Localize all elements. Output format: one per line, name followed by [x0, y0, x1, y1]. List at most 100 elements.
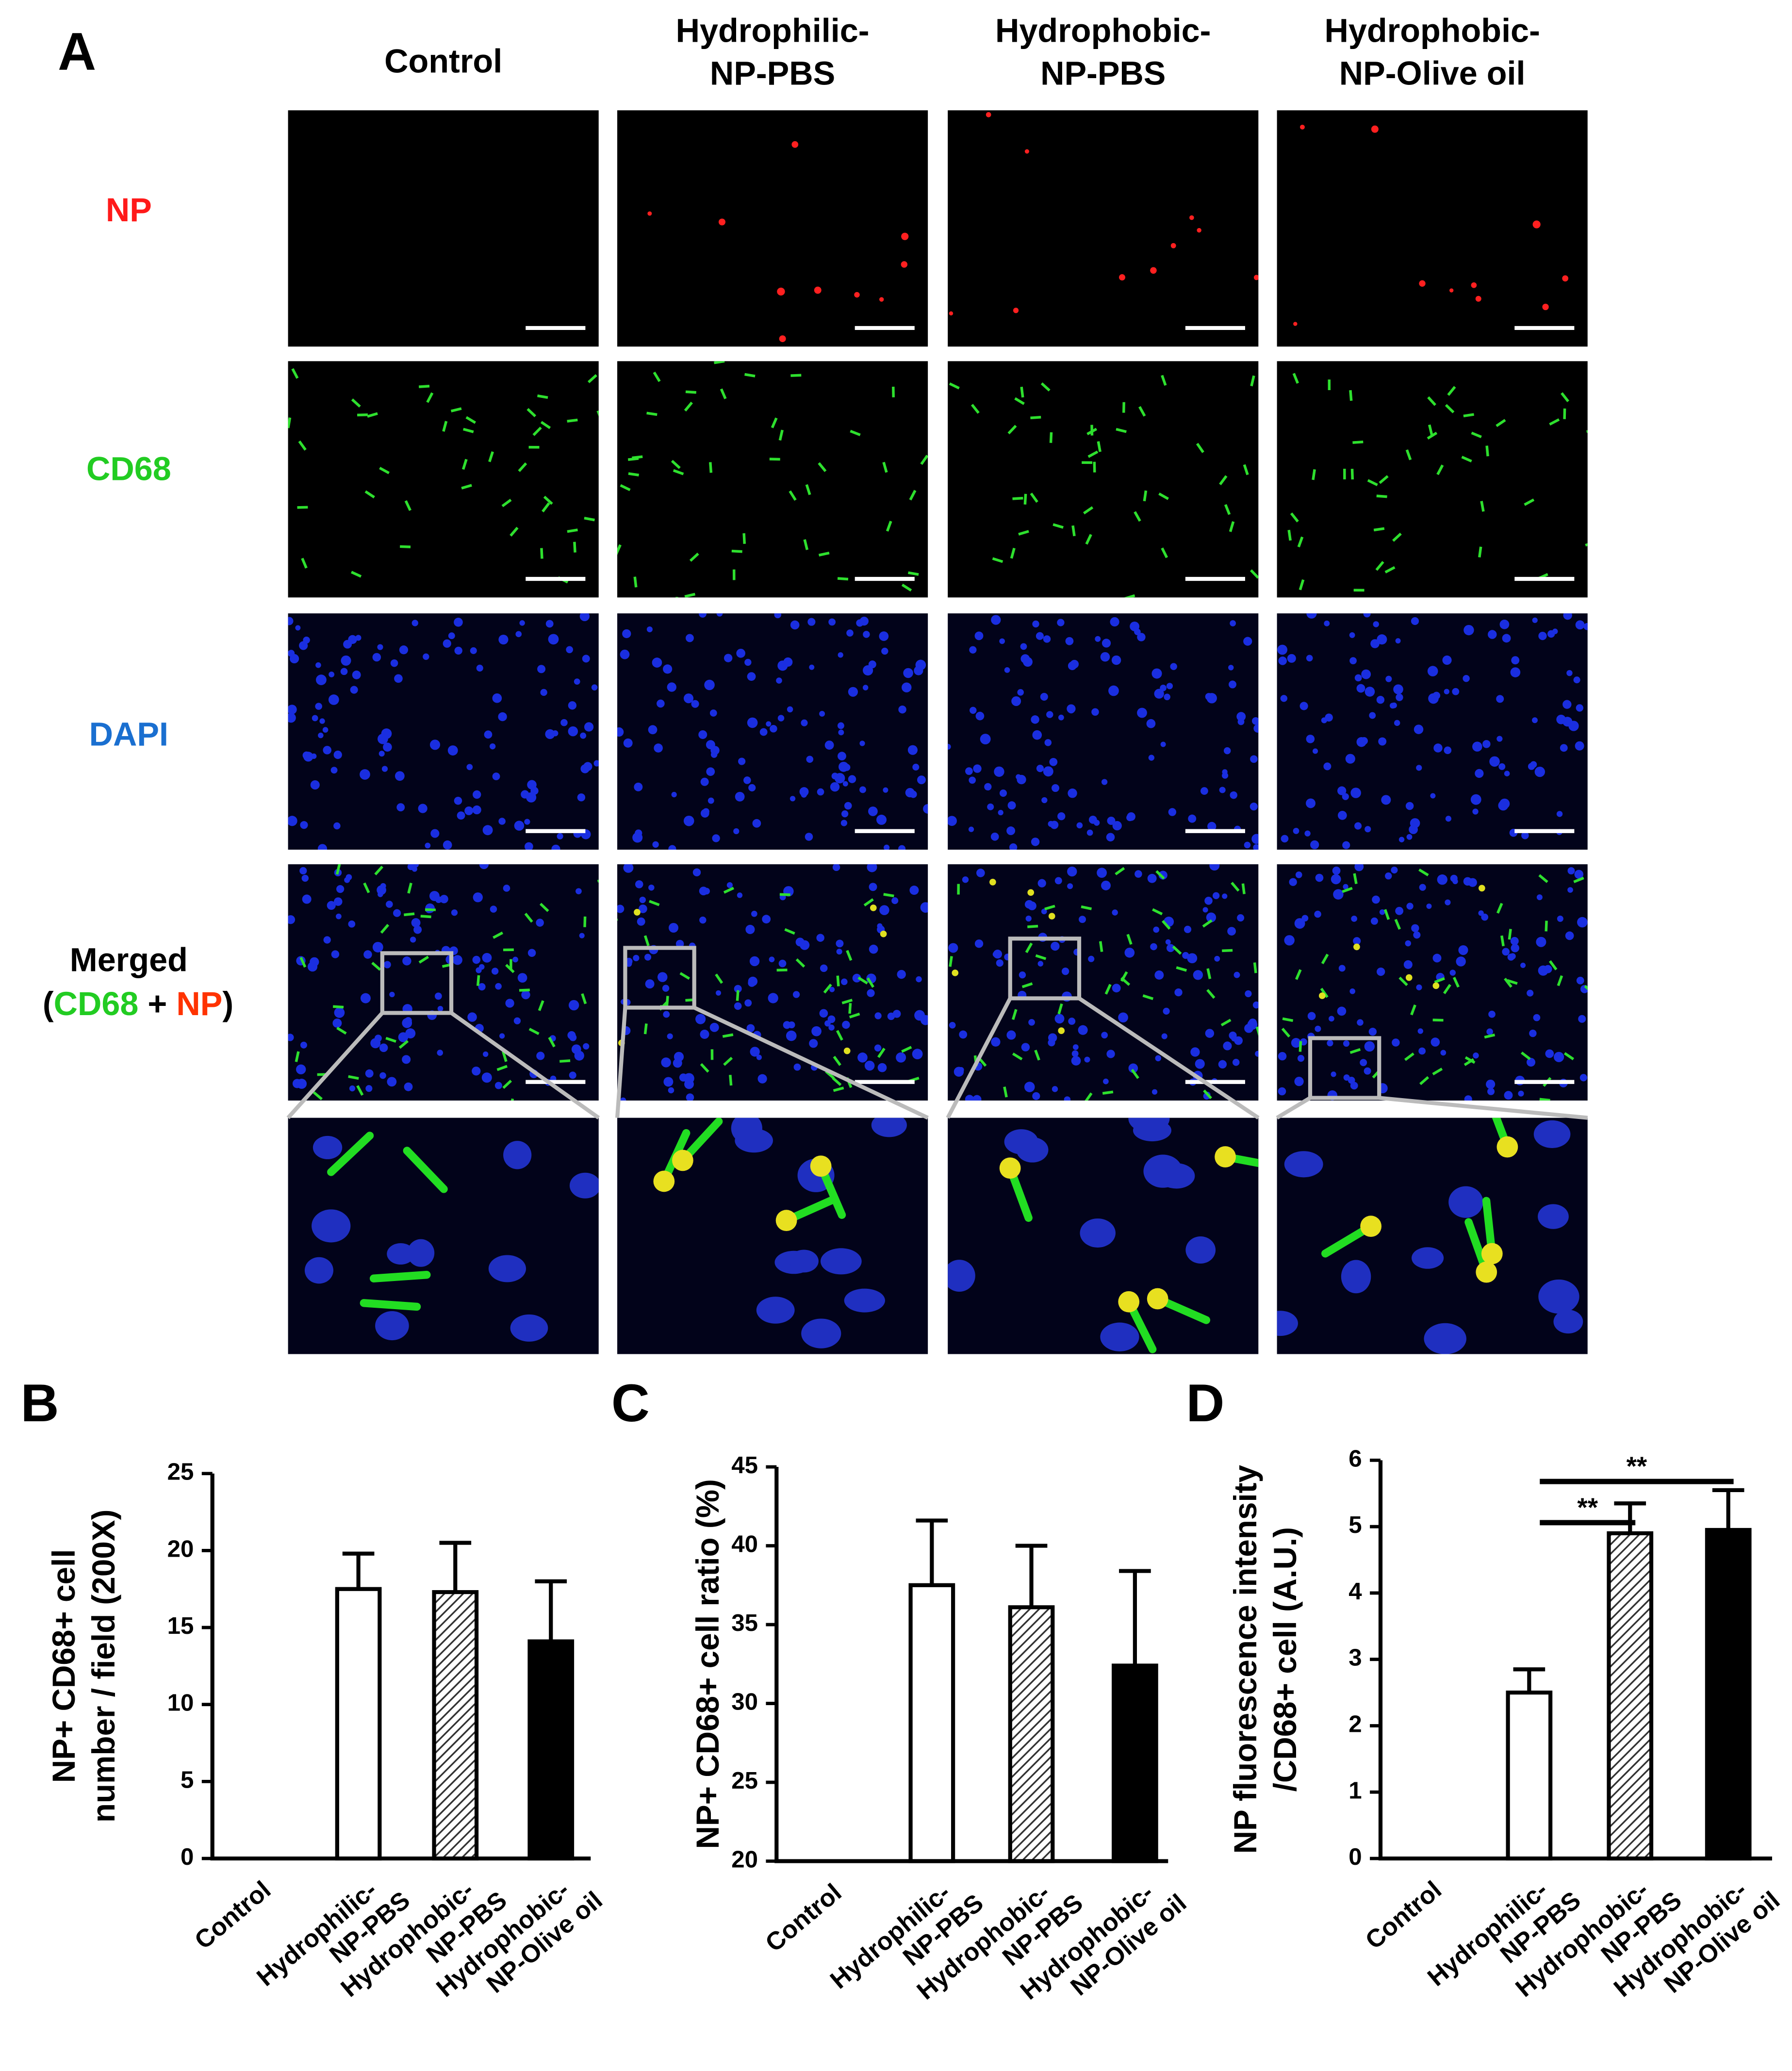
nucleus	[1406, 903, 1414, 910]
nucleus	[909, 790, 917, 798]
nucleus	[503, 1141, 532, 1169]
cd68-cell	[502, 1080, 512, 1089]
nucleus	[1166, 683, 1173, 690]
nucleus	[383, 961, 391, 969]
micrograph-content	[948, 1118, 1259, 1353]
zoom-box	[623, 946, 696, 1010]
cd68-cell	[1496, 419, 1506, 427]
nucleus	[857, 1052, 868, 1063]
cd68-cell	[526, 408, 537, 417]
panel-letter: A	[58, 22, 96, 82]
nucleus	[1452, 688, 1460, 695]
cd68-cell	[364, 490, 375, 499]
nucleus	[1107, 817, 1116, 825]
nucleus	[334, 897, 343, 906]
nucleus	[379, 1043, 388, 1052]
nucleus	[1024, 900, 1033, 909]
coloc	[989, 879, 996, 886]
nucleus	[1031, 838, 1040, 846]
nucleus	[842, 781, 848, 787]
nucleus	[1478, 910, 1484, 916]
nucleus	[707, 797, 714, 804]
nucleus	[315, 662, 321, 668]
nucleus	[574, 1051, 584, 1061]
nucleus	[856, 619, 864, 627]
nucleus	[703, 888, 710, 895]
nucleus	[706, 767, 715, 776]
nucleus	[837, 722, 844, 729]
cd68-cell	[1203, 1089, 1212, 1100]
cd68-cell	[1206, 968, 1212, 979]
cd68-cell	[1485, 445, 1489, 457]
cd68-cell	[1549, 418, 1560, 426]
nucleus	[1566, 670, 1573, 676]
nucleus	[1488, 1010, 1496, 1018]
cd68-cell	[1443, 984, 1451, 994]
nucleus	[1510, 937, 1519, 945]
nucleus	[407, 1239, 435, 1267]
nucleus	[1068, 661, 1077, 671]
nucleus	[898, 705, 906, 714]
nucleus	[1575, 620, 1585, 630]
nucleus	[443, 840, 452, 850]
cd68-cell	[528, 1028, 540, 1036]
nucleus	[1244, 841, 1251, 849]
nucleus	[1146, 719, 1156, 728]
bar	[1112, 1663, 1158, 1863]
cd68-cell	[542, 502, 550, 512]
nucleus	[1223, 747, 1231, 755]
cd68-cell	[803, 539, 809, 550]
nucleus	[1496, 736, 1503, 742]
nucleus	[1243, 637, 1252, 646]
coloc	[1318, 992, 1326, 999]
y-tick-label: 25	[167, 1459, 194, 1485]
cd68-cell	[1224, 504, 1231, 515]
nucleus	[1343, 1040, 1350, 1047]
micrograph	[1277, 864, 1588, 1101]
nucleus	[756, 1054, 762, 1060]
nucleus	[304, 1257, 333, 1284]
nucleus	[1393, 684, 1403, 694]
nucleus	[579, 613, 590, 622]
cd68-cell	[709, 462, 713, 473]
nucleus	[949, 1021, 956, 1029]
nucleus	[1043, 635, 1051, 643]
nucleus	[867, 864, 877, 872]
cd68-cell	[1124, 594, 1135, 598]
y-tick-label: 20	[731, 1846, 758, 1873]
nucleus	[1365, 826, 1371, 833]
zoom-line	[286, 1011, 384, 1119]
nucleus	[1511, 656, 1520, 665]
nucleus	[695, 1014, 706, 1024]
cd68-cell	[407, 883, 412, 894]
np-dot	[1299, 124, 1305, 130]
nucleus	[840, 820, 848, 826]
nucleus	[820, 1248, 862, 1275]
micrograph	[288, 361, 599, 598]
nucleus	[1100, 652, 1110, 662]
cd68-cell	[371, 962, 381, 971]
nucleus	[1354, 674, 1362, 682]
nucleus	[1307, 1012, 1316, 1020]
nucleus	[379, 1072, 386, 1079]
nucleus	[879, 631, 889, 641]
nucleus	[816, 934, 824, 942]
nucleus	[488, 1255, 526, 1282]
cd68-cell	[714, 361, 725, 364]
cd68-cell	[1557, 975, 1563, 986]
nucleus	[1414, 724, 1424, 734]
cd68-cell	[665, 996, 669, 1007]
cd68-cell	[1176, 966, 1187, 972]
nucleus	[1364, 1041, 1375, 1052]
nucleus	[770, 724, 777, 733]
nucleus	[1134, 870, 1142, 878]
nucleus	[667, 1033, 673, 1039]
y-tick-label: 25	[731, 1767, 758, 1794]
nucleus	[959, 1030, 968, 1039]
nucleus	[1232, 1059, 1240, 1066]
np-dot	[986, 112, 991, 117]
bar	[1506, 1690, 1553, 1861]
nucleus	[789, 796, 796, 802]
nucleus	[1193, 970, 1203, 980]
nucleus	[1227, 927, 1236, 936]
